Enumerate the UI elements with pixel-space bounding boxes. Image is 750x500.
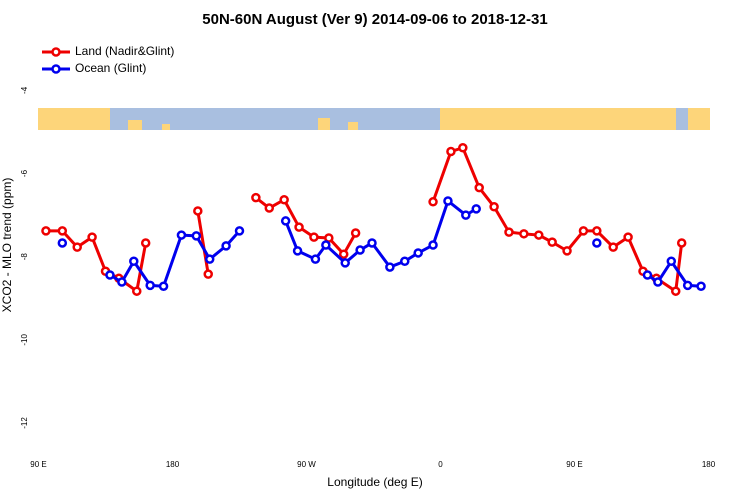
x-tick-label: 0 xyxy=(438,460,443,469)
data-point xyxy=(309,232,319,242)
data-point xyxy=(474,182,484,193)
data-point xyxy=(696,281,706,291)
data-point xyxy=(203,269,213,279)
data-point xyxy=(562,246,572,256)
data-point xyxy=(446,146,456,157)
data-point xyxy=(310,254,321,264)
x-tick-label: 90 E xyxy=(30,460,46,469)
data-point xyxy=(41,226,51,236)
data-point xyxy=(428,240,438,250)
series-line xyxy=(45,146,684,293)
data-point xyxy=(145,280,155,291)
data-point xyxy=(547,237,557,247)
data-point xyxy=(534,230,544,240)
data-point xyxy=(676,238,687,248)
data-point xyxy=(592,238,602,248)
data-point xyxy=(321,240,331,250)
data-point xyxy=(670,286,681,296)
legend-label: Ocean (Glint) xyxy=(75,61,146,75)
data-point xyxy=(292,246,303,256)
y-tick-label: -6 xyxy=(20,169,29,177)
data-point xyxy=(251,192,261,203)
data-point xyxy=(592,226,602,236)
data-point xyxy=(279,194,289,205)
data-point xyxy=(129,256,139,267)
chart-title: 50N-60N August (Ver 9) 2014-09-06 to 201… xyxy=(202,11,547,28)
data-point xyxy=(140,238,151,248)
data-point xyxy=(355,245,365,255)
data-point xyxy=(608,242,618,252)
data-point xyxy=(132,286,142,296)
data-point xyxy=(340,258,350,268)
data-point xyxy=(294,222,304,232)
data-point xyxy=(57,238,68,248)
data-point xyxy=(234,226,245,236)
data-point xyxy=(87,232,97,242)
map-band xyxy=(38,108,710,130)
data-point xyxy=(666,256,677,267)
y-tick-label: -10 xyxy=(20,334,29,346)
y-axis-label: XCO2 - MLO trend (ppm) xyxy=(0,178,14,313)
data-point xyxy=(385,262,395,272)
data-point xyxy=(578,226,589,236)
data-point xyxy=(204,254,215,264)
y-tick-label: -4 xyxy=(20,86,29,94)
data-point xyxy=(280,216,291,226)
data-point xyxy=(338,249,349,259)
data-point xyxy=(367,238,377,248)
data-point xyxy=(458,143,468,153)
legend-label: Land (Nadir&Glint) xyxy=(75,44,174,58)
data-point xyxy=(443,196,453,206)
data-point xyxy=(623,232,633,242)
data-point xyxy=(193,206,203,216)
data-point xyxy=(117,277,127,287)
data-point xyxy=(264,203,275,213)
data-point xyxy=(653,277,663,287)
data-point xyxy=(489,202,499,212)
y-tick-label: -12 xyxy=(20,417,29,429)
data-point xyxy=(105,270,115,280)
x-axis-label: Longitude (deg E) xyxy=(327,475,422,489)
x-tick-label: 90 E xyxy=(566,460,582,469)
data-point xyxy=(350,228,361,238)
data-point xyxy=(221,241,231,251)
data-point xyxy=(57,226,68,236)
legend-marker xyxy=(51,47,61,57)
data-point xyxy=(400,256,410,267)
data-point xyxy=(428,197,438,207)
data-point xyxy=(461,210,471,220)
data-point xyxy=(519,229,529,239)
data-point xyxy=(682,280,693,291)
x-tick-label: 90 W xyxy=(297,460,316,469)
data-point xyxy=(72,242,82,252)
data-point xyxy=(471,204,481,214)
legend-marker xyxy=(51,64,61,74)
data-point xyxy=(413,248,423,258)
x-tick-label: 180 xyxy=(702,460,716,469)
data-point xyxy=(191,231,202,241)
data-point xyxy=(504,227,514,237)
data-point xyxy=(176,230,187,240)
y-tick-label: -8 xyxy=(20,253,29,261)
x-tick-label: 180 xyxy=(166,460,180,469)
data-point xyxy=(158,281,169,291)
data-point xyxy=(642,270,653,280)
